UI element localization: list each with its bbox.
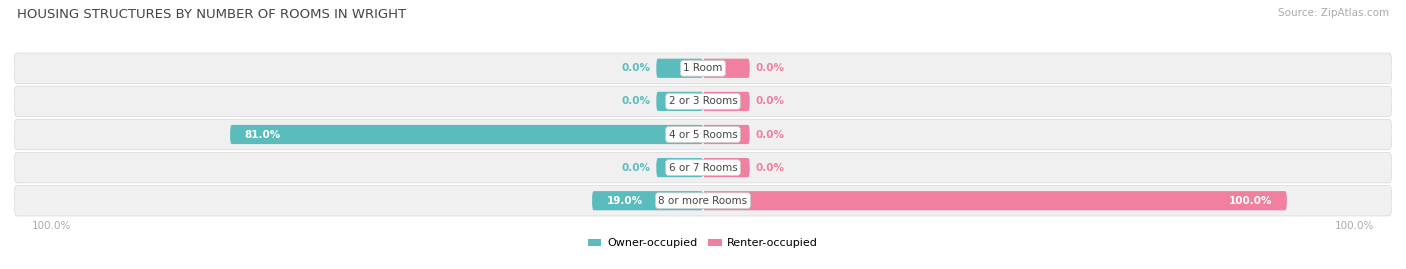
- Text: 1 Room: 1 Room: [683, 63, 723, 73]
- FancyBboxPatch shape: [14, 152, 1392, 183]
- Legend: Owner-occupied, Renter-occupied: Owner-occupied, Renter-occupied: [583, 234, 823, 253]
- Text: 4 or 5 Rooms: 4 or 5 Rooms: [669, 129, 737, 140]
- Text: 81.0%: 81.0%: [245, 129, 281, 140]
- Text: 0.0%: 0.0%: [621, 63, 651, 73]
- Text: 100.0%: 100.0%: [31, 221, 70, 231]
- Text: 100.0%: 100.0%: [1229, 196, 1272, 206]
- Text: 0.0%: 0.0%: [755, 63, 785, 73]
- FancyBboxPatch shape: [14, 53, 1392, 83]
- Text: 0.0%: 0.0%: [755, 162, 785, 173]
- FancyBboxPatch shape: [231, 125, 703, 144]
- Text: 0.0%: 0.0%: [755, 129, 785, 140]
- FancyBboxPatch shape: [657, 92, 703, 111]
- FancyBboxPatch shape: [657, 59, 703, 78]
- FancyBboxPatch shape: [703, 125, 749, 144]
- Text: 8 or more Rooms: 8 or more Rooms: [658, 196, 748, 206]
- Text: 0.0%: 0.0%: [621, 162, 651, 173]
- Text: 6 or 7 Rooms: 6 or 7 Rooms: [669, 162, 737, 173]
- FancyBboxPatch shape: [703, 59, 749, 78]
- FancyBboxPatch shape: [14, 119, 1392, 150]
- Text: 100.0%: 100.0%: [1336, 221, 1375, 231]
- FancyBboxPatch shape: [703, 158, 749, 177]
- Text: 2 or 3 Rooms: 2 or 3 Rooms: [669, 96, 737, 107]
- Text: HOUSING STRUCTURES BY NUMBER OF ROOMS IN WRIGHT: HOUSING STRUCTURES BY NUMBER OF ROOMS IN…: [17, 8, 406, 21]
- Text: 19.0%: 19.0%: [606, 196, 643, 206]
- Text: Source: ZipAtlas.com: Source: ZipAtlas.com: [1278, 8, 1389, 18]
- Text: 0.0%: 0.0%: [621, 96, 651, 107]
- Text: 0.0%: 0.0%: [755, 96, 785, 107]
- FancyBboxPatch shape: [657, 158, 703, 177]
- FancyBboxPatch shape: [703, 191, 1286, 210]
- FancyBboxPatch shape: [592, 191, 703, 210]
- FancyBboxPatch shape: [14, 86, 1392, 117]
- FancyBboxPatch shape: [703, 92, 749, 111]
- FancyBboxPatch shape: [14, 186, 1392, 216]
